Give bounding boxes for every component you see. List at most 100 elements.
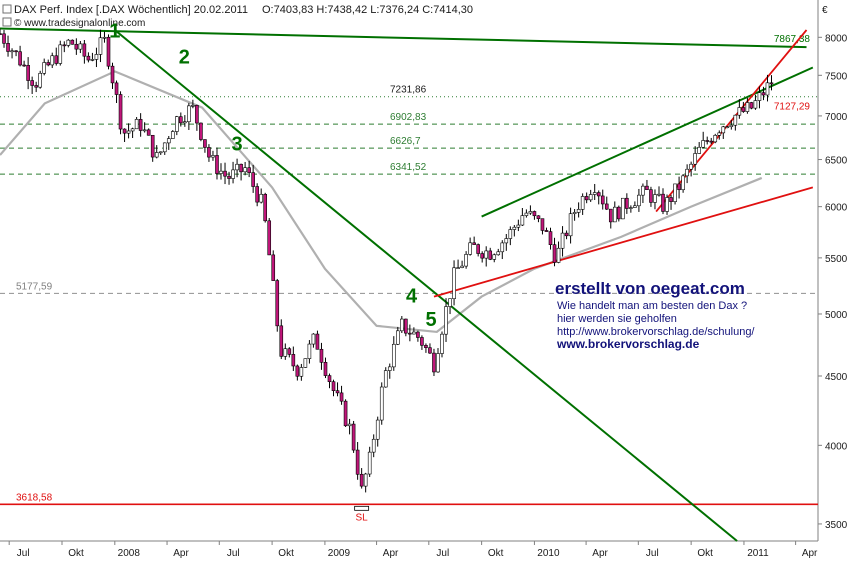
candle-body [227,175,231,179]
wave-label-3: 3 [232,134,243,156]
x-tick-label: Jul [227,548,240,559]
candle-body [122,128,127,134]
candle-body [588,194,593,201]
trendline [433,186,814,298]
candle-body [548,231,553,246]
annotation-line4: www.brokervorschlag.de [556,337,700,351]
candle-body [335,390,340,394]
candle-body [239,163,243,173]
candle-body [705,140,710,142]
candle-body [387,366,392,371]
candle-body [424,345,428,348]
candle-body [685,168,689,177]
candle-body [82,43,87,57]
x-tick-label: Okt [68,548,84,559]
candle-body [375,419,380,440]
candle-body [170,131,175,139]
collapse-box-icon-2[interactable] [2,17,12,27]
candle-body [504,238,509,244]
candle-body [351,423,356,451]
candle-body [315,333,320,350]
y-tick-label: 7500 [825,71,848,82]
candle-body [267,220,272,256]
candle-body [327,375,332,383]
candle-body [448,298,452,307]
candle-body [235,163,239,171]
horizontal-levels: 7231,86 6902,83 6626,7 6341,52 5177,59 3618,5… [0,85,818,506]
candle-body [251,172,255,187]
moving-average-line [0,70,763,334]
candle-body [191,105,195,107]
candle-body [673,183,677,202]
candle-body [183,121,187,124]
candle-body [299,367,304,377]
candle-body [295,365,300,377]
candle-body [162,142,167,153]
candle-body [10,50,14,53]
x-tick-label: Apr [802,548,818,559]
x-tick-label: Okt [278,548,294,559]
source-label: © www.tradesignalonline.com [14,18,145,29]
candle-body [645,185,649,190]
y-tick-label: 4500 [825,372,848,383]
candle-body [440,333,444,354]
candle-body [255,186,259,203]
candle-body [359,473,364,487]
candle-body [98,37,103,55]
wave-label-5: 5 [426,309,437,331]
candle-body [496,251,501,256]
candle-body [528,211,533,214]
candle-body [709,140,714,143]
candle-body [263,193,268,222]
candle-body [476,244,480,254]
candle-body [207,147,211,158]
candle-body [279,325,284,357]
level-label: 6341,52 [390,162,427,173]
candle-body [175,116,179,132]
candle-body [30,80,34,86]
candle-body [460,265,464,268]
level-label: 6626,7 [390,136,421,147]
candle-body [769,82,774,85]
candle-body [600,195,605,205]
candle-body [757,92,762,101]
candle-body [38,72,42,88]
candle-body [243,167,247,173]
x-tick-label: 2009 [328,548,351,559]
low-marker-box [354,505,370,511]
candle-body [404,318,408,334]
candle-body [126,130,131,134]
wave-label-1: 1 [109,20,120,42]
candle-body [444,306,448,335]
candle-body [363,473,368,487]
collapse-box-icon[interactable] [2,4,12,14]
candle-body [291,354,296,367]
candle-body [564,232,569,237]
trendline [0,27,807,49]
candle-body [383,370,388,388]
candle-body [106,36,111,67]
candle-body [456,267,460,269]
candle-body [721,126,726,134]
candle-body [215,155,219,174]
annotation-line2: hier werden sie geholfen [557,313,677,325]
candle-body [307,343,312,359]
candle-body [701,140,705,148]
candle-body [86,55,91,61]
candle-body [649,189,653,203]
candle-body [146,129,151,136]
candle-body [271,254,276,281]
candle-body [657,193,661,196]
candle-body [199,122,203,140]
x-axis-ticks: Jul Okt 2008 Apr Jul Okt 2009 Apr Jul Okt 2010 Apr J… [8,541,818,559]
y-tick-label: 6500 [825,156,848,167]
x-tick-label: Jul [646,548,659,559]
x-tick-label: Jul [436,548,449,559]
candle-body [560,232,565,249]
candle-body [94,54,99,60]
candle-body [223,170,227,177]
candle-body [231,169,235,179]
candle-body [468,242,472,255]
candle-body [58,44,63,64]
candle-body [339,392,344,402]
